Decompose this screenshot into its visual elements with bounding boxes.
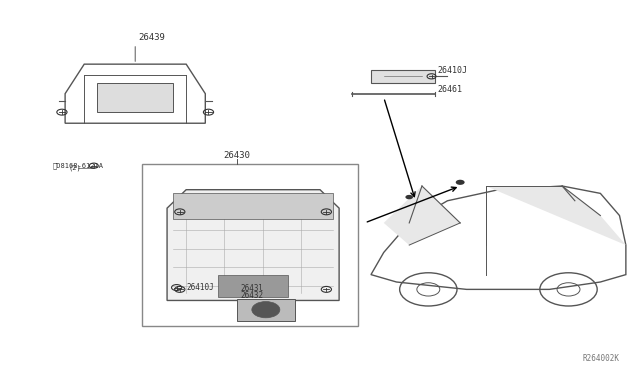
Text: 26432: 26432 [241, 291, 264, 300]
Polygon shape [486, 186, 626, 245]
Bar [141, 164, 358, 326]
Text: (2): (2) [68, 164, 81, 171]
Polygon shape [167, 190, 339, 301]
Bar [371, 70, 435, 83]
Text: 26461: 26461 [438, 85, 463, 94]
Bar [218, 275, 288, 297]
Text: ⓄD8168-6121A: ⓄD8168-6121A [52, 163, 104, 169]
Bar [173, 193, 333, 219]
Text: 26439: 26439 [138, 33, 165, 42]
Text: 2643l: 2643l [241, 284, 264, 293]
Text: 26430: 26430 [224, 151, 251, 160]
Circle shape [252, 302, 280, 318]
Bar [237, 299, 294, 321]
Polygon shape [97, 83, 173, 112]
Text: 26410J: 26410J [186, 283, 214, 292]
Text: 26410J: 26410J [438, 66, 468, 76]
Circle shape [405, 195, 413, 199]
Polygon shape [384, 186, 460, 245]
Circle shape [456, 180, 465, 185]
Text: R264002K: R264002K [582, 354, 620, 363]
